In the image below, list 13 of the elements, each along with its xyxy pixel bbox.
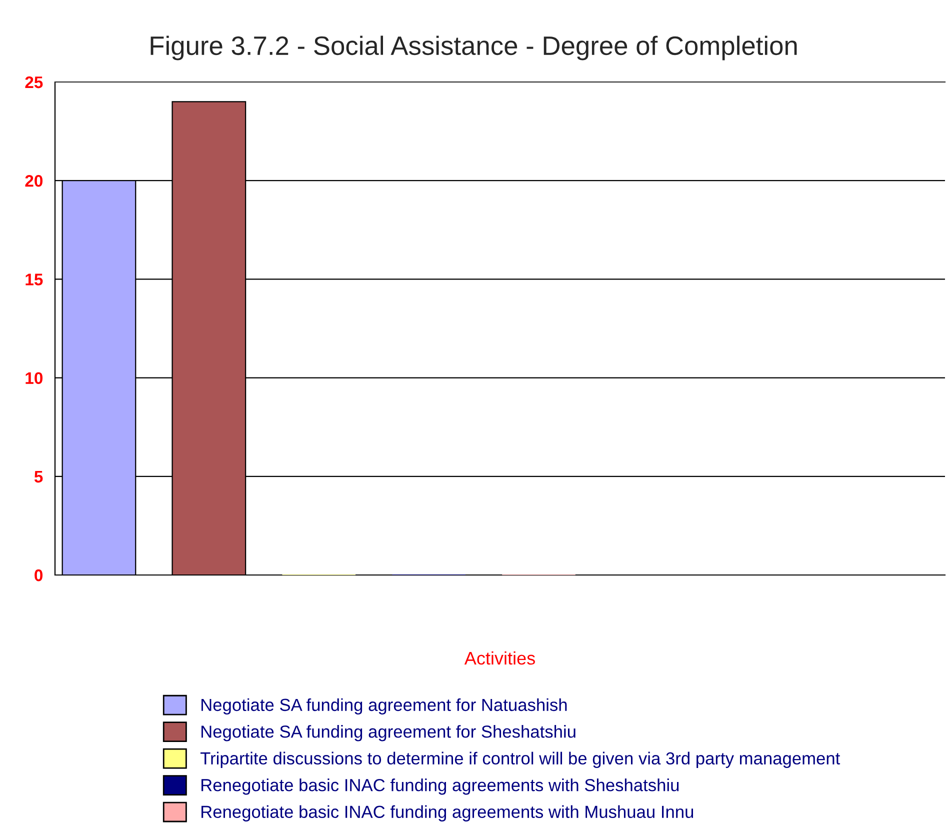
chart-title: Figure 3.7.2 - Social Assistance - Degree of Completion [150,36,797,60]
y-tick-label: 20 [25,175,43,187]
y-tick-label: 25 [25,76,43,88]
legend-label: Renegotiate basic INAC funding agreements with Mushuau Innu [202,805,694,822]
x-axis-title: Activities [464,651,535,665]
legend-label: Tripartite discussions to determine if control will be given via 3rd party management [200,752,840,768]
legend-label: Renegotiate basic INAC funding agreements with Sheshatshiu [202,778,679,795]
y-tick-label: 5 [34,470,43,483]
y-tick-label: 0 [34,569,43,582]
legend-label: Negotiate SA funding agreement for Natuashish [202,698,567,715]
y-tick-label: 15 [26,274,43,286]
y-tick-label: 10 [26,372,43,384]
legend-label: Negotiate SA funding agreement for Sheshatshiu [202,725,576,742]
